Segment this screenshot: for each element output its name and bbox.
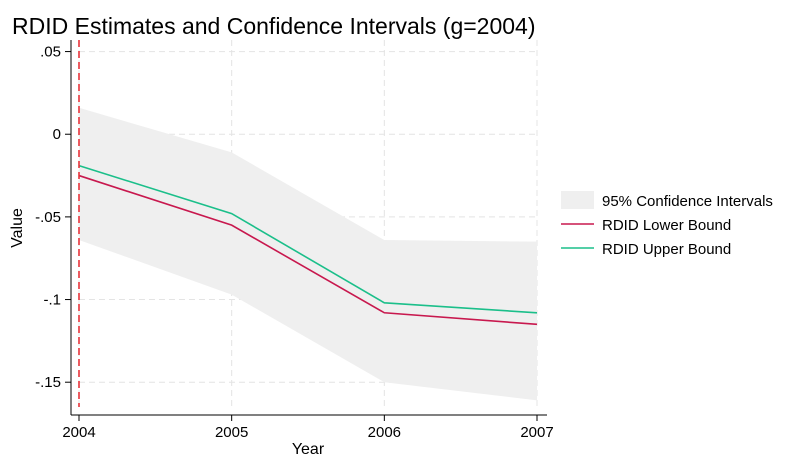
y-tick-label: 0 — [53, 126, 61, 143]
y-axis-label: Value — [9, 208, 26, 248]
series-line-upper-bound — [78, 164, 538, 314]
tick-labels: .05 0 -.05 -.1 -.15 2004 2005 2006 2007 — [35, 44, 554, 441]
x-tick-label: 2004 — [62, 424, 95, 441]
confidence-band-layer — [79, 107, 537, 401]
y-tick-label: -.05 — [35, 209, 61, 226]
series-line-lower-bound — [78, 174, 538, 326]
legend-swatch-confidence-band — [561, 191, 594, 209]
series-layer — [78, 164, 538, 326]
y-tick-label: -.1 — [43, 292, 61, 309]
y-tick-label: -.15 — [35, 374, 61, 391]
chart-title: RDID Estimates and Confidence Intervals … — [12, 13, 536, 39]
legend-label-lower-bound: RDID Lower Bound — [602, 217, 731, 234]
x-tick-label: 2006 — [368, 424, 401, 441]
legend-label-confidence-band: 95% Confidence Intervals — [602, 193, 773, 210]
legend: 95% Confidence Intervals RDID Lower Bound… — [561, 191, 773, 258]
y-tick-label: .05 — [40, 44, 61, 61]
x-tick-label: 2005 — [215, 424, 248, 441]
axes — [70, 40, 547, 416]
legend-label-upper-bound: RDID Upper Bound — [602, 241, 731, 258]
x-tick-label: 2007 — [520, 424, 553, 441]
confidence-band — [79, 107, 537, 401]
x-axis-label: Year — [292, 441, 325, 457]
